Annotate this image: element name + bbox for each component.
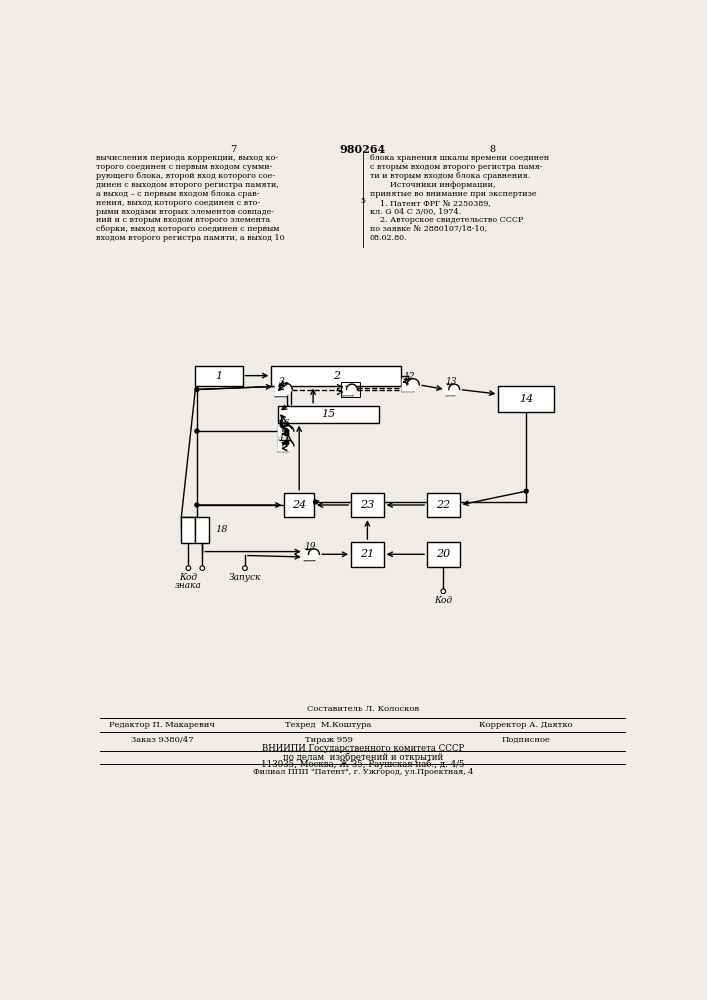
Text: 18: 18 bbox=[216, 525, 228, 534]
Text: а выход – с первым входом блока срав-: а выход – с первым входом блока срав- bbox=[96, 190, 259, 198]
Text: 12: 12 bbox=[404, 372, 415, 381]
Text: ний и с вторым входом второго элемента: ний и с вторым входом второго элемента bbox=[96, 216, 270, 224]
Polygon shape bbox=[445, 384, 460, 395]
Text: 22: 22 bbox=[436, 500, 450, 510]
Bar bbox=[498, 386, 554, 412]
Text: Тираж 959: Тираж 959 bbox=[305, 736, 353, 744]
Bar bbox=[351, 542, 384, 567]
Text: ВНИИПИ Государственного комитета СССР: ВНИИПИ Государственного комитета СССР bbox=[262, 744, 464, 753]
Text: 21: 21 bbox=[361, 549, 375, 559]
Circle shape bbox=[285, 432, 288, 436]
Text: с вторым входом второго регистра памя-: с вторым входом второго регистра памя- bbox=[370, 163, 542, 171]
Text: 7: 7 bbox=[230, 145, 236, 154]
Circle shape bbox=[441, 589, 445, 594]
Text: Подписное: Подписное bbox=[502, 736, 551, 744]
Text: Код: Код bbox=[180, 573, 197, 582]
Text: входом второго регистра памяти, а выход 10: входом второго регистра памяти, а выход … bbox=[96, 234, 285, 242]
Text: Запуск: Запуск bbox=[229, 573, 261, 582]
Text: 15: 15 bbox=[322, 409, 336, 419]
Text: вычисления периода коррекции, выход ко-: вычисления периода коррекции, выход ко- bbox=[96, 154, 279, 162]
Bar bbox=[271, 366, 402, 386]
Bar bbox=[427, 542, 460, 567]
Circle shape bbox=[200, 566, 204, 570]
Text: 24: 24 bbox=[292, 500, 306, 510]
Bar bbox=[351, 493, 384, 517]
Text: ти и вторым входом блока сравнения.: ти и вторым входом блока сравнения. bbox=[370, 172, 530, 180]
Text: 14: 14 bbox=[519, 394, 533, 404]
Text: принятые во внимание при экспертизе: принятые во внимание при экспертизе bbox=[370, 190, 537, 198]
Polygon shape bbox=[402, 379, 419, 391]
Circle shape bbox=[243, 566, 247, 570]
Circle shape bbox=[313, 500, 317, 504]
Text: Техред  М.Коштура: Техред М.Коштура bbox=[286, 721, 372, 729]
Circle shape bbox=[195, 388, 199, 391]
Text: торого соединен с первым входом сумми-: торого соединен с первым входом сумми- bbox=[96, 163, 272, 171]
Circle shape bbox=[186, 566, 191, 570]
Text: 1: 1 bbox=[215, 371, 222, 381]
Text: Филиал ППП "Патент", г. Ужгород, ул.Проектная, 4: Филиал ППП "Патент", г. Ужгород, ул.Прое… bbox=[252, 768, 473, 776]
Text: по делам  изобретений и открытий: по делам изобретений и открытий bbox=[283, 752, 443, 762]
Circle shape bbox=[195, 429, 199, 433]
Text: рующего блока, второй вход которого сое-: рующего блока, второй вход которого сое- bbox=[96, 172, 275, 180]
Text: кл. G 04 C 3/00, 1974.: кл. G 04 C 3/00, 1974. bbox=[370, 208, 461, 216]
Text: сборки, выход которого соединен с первым: сборки, выход которого соединен с первым bbox=[96, 225, 280, 233]
Bar bbox=[194, 366, 243, 386]
Text: Код: Код bbox=[434, 596, 452, 605]
Text: 8: 8 bbox=[489, 145, 495, 154]
Text: Редактор П. Макаревич: Редактор П. Макаревич bbox=[109, 721, 215, 729]
Circle shape bbox=[195, 503, 199, 507]
Text: 19: 19 bbox=[304, 542, 316, 551]
Text: 08.02.80.: 08.02.80. bbox=[370, 234, 407, 242]
Text: 3: 3 bbox=[279, 377, 285, 386]
Text: 2: 2 bbox=[333, 371, 340, 381]
Text: 16: 16 bbox=[279, 419, 290, 428]
Text: блока хранения шкалы времени соединен: блока хранения шкалы времени соединен bbox=[370, 154, 549, 162]
Text: 17: 17 bbox=[279, 434, 290, 443]
Text: 13: 13 bbox=[445, 377, 457, 386]
Bar bbox=[279, 406, 379, 423]
Text: 113035, Москва, Ж-35, Раушская наб., д. 4/5: 113035, Москва, Ж-35, Раушская наб., д. … bbox=[261, 760, 464, 769]
Text: 23: 23 bbox=[361, 500, 375, 510]
Text: 1. Патент ФРГ № 2250389,: 1. Патент ФРГ № 2250389, bbox=[370, 199, 491, 207]
Bar bbox=[182, 517, 195, 543]
Polygon shape bbox=[279, 426, 293, 436]
Text: 20: 20 bbox=[436, 549, 450, 559]
Circle shape bbox=[285, 441, 288, 445]
Bar bbox=[284, 493, 314, 517]
Polygon shape bbox=[344, 384, 357, 395]
Text: рыми входами вторых элементов совпаде-: рыми входами вторых элементов совпаде- bbox=[96, 208, 274, 216]
Text: нения, выход которого соединен с вто-: нения, выход которого соединен с вто- bbox=[96, 199, 260, 207]
Bar bbox=[195, 517, 209, 543]
Polygon shape bbox=[275, 383, 292, 396]
Circle shape bbox=[525, 489, 528, 493]
Text: 2. Авторское свидетельство СССР: 2. Авторское свидетельство СССР bbox=[370, 216, 523, 224]
Polygon shape bbox=[279, 440, 293, 451]
Text: динен с выходом второго регистра памяти,: динен с выходом второго регистра памяти, bbox=[96, 181, 279, 189]
Text: знака: знака bbox=[175, 581, 201, 590]
Text: 980264: 980264 bbox=[339, 144, 386, 155]
Circle shape bbox=[285, 429, 288, 433]
Text: 5: 5 bbox=[361, 197, 366, 205]
Text: Корректор А. Даятко: Корректор А. Даятко bbox=[479, 721, 573, 729]
Bar bbox=[341, 382, 360, 397]
Polygon shape bbox=[304, 549, 320, 560]
Text: Составитель Л. Колосков: Составитель Л. Колосков bbox=[307, 705, 419, 713]
Bar bbox=[427, 493, 460, 517]
Text: по заявке № 2880107/18-10,: по заявке № 2880107/18-10, bbox=[370, 225, 487, 233]
Text: Источники информации,: Источники информации, bbox=[370, 181, 495, 189]
Text: Заказ 9380/47: Заказ 9380/47 bbox=[131, 736, 193, 744]
